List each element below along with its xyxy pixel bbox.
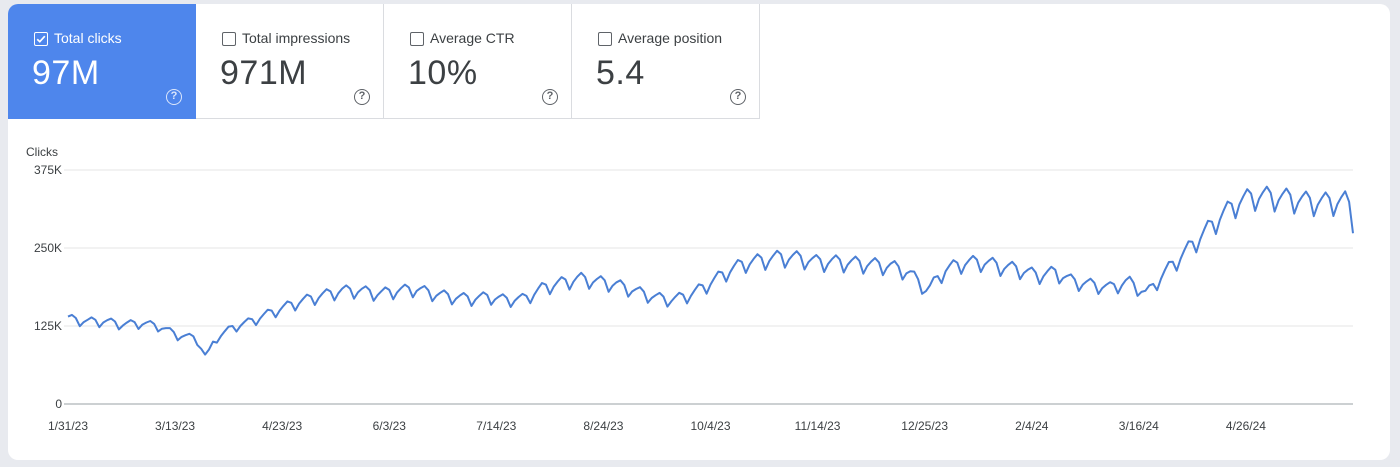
- help-icon[interactable]: ?: [166, 89, 182, 105]
- metric-value: 97M: [32, 54, 100, 92]
- y-tick-label: 250K: [34, 241, 62, 255]
- x-tick-label: 4/23/23: [262, 419, 302, 433]
- clicks-series-line: [67, 185, 1354, 356]
- checkbox-total-impressions[interactable]: [222, 32, 236, 46]
- metric-label: Average position: [618, 30, 723, 46]
- x-tick-label: 11/14/23: [795, 419, 841, 433]
- x-tick-label: 3/13/23: [155, 419, 195, 433]
- x-tick-label: 7/14/23: [476, 419, 516, 433]
- x-tick-label: 1/31/23: [48, 419, 88, 433]
- metric-value: 10%: [408, 54, 478, 92]
- checkbox-average-position[interactable]: [598, 32, 612, 46]
- clicks-line-chart[interactable]: 0 125K 250K 375K Clicks 1/31/23 3/13/23 4/23/23…: [8, 4, 1390, 460]
- metric-value: 971M: [220, 54, 308, 92]
- x-tick-label: 3/16/24: [1119, 419, 1159, 433]
- y-tick-label: 0: [55, 397, 62, 411]
- x-tick-label: 10/4/23: [690, 419, 730, 433]
- metric-card-average-ctr[interactable]: Average CTR 10% ?: [384, 4, 572, 119]
- metric-cards: Total clicks 97M ? Total impressions 971…: [8, 4, 760, 120]
- y-tick-label: 125K: [34, 319, 62, 333]
- x-tick-label: 2/4/24: [1015, 419, 1049, 433]
- y-axis-label: Clicks: [26, 145, 58, 159]
- metric-card-total-clicks[interactable]: Total clicks 97M ?: [8, 4, 196, 119]
- help-icon[interactable]: ?: [730, 89, 746, 105]
- metric-label: Average CTR: [430, 30, 515, 46]
- x-tick-label: 8/24/23: [583, 419, 623, 433]
- metric-value: 5.4: [596, 54, 645, 92]
- help-icon[interactable]: ?: [354, 89, 370, 105]
- x-tick-label: 4/26/24: [1226, 419, 1266, 433]
- metric-label: Total clicks: [54, 30, 122, 46]
- x-tick-label: 6/3/23: [373, 419, 407, 433]
- performance-card: Total clicks 97M ? Total impressions 971…: [8, 4, 1390, 460]
- metric-card-average-position[interactable]: Average position 5.4 ?: [572, 4, 760, 119]
- help-icon[interactable]: ?: [542, 89, 558, 105]
- checkbox-total-clicks[interactable]: [34, 32, 48, 46]
- checkbox-average-ctr[interactable]: [410, 32, 424, 46]
- metric-card-total-impressions[interactable]: Total impressions 971M ?: [196, 4, 384, 119]
- metric-label: Total impressions: [242, 30, 351, 46]
- x-tick-label: 12/25/23: [901, 419, 948, 433]
- y-tick-label: 375K: [34, 163, 62, 177]
